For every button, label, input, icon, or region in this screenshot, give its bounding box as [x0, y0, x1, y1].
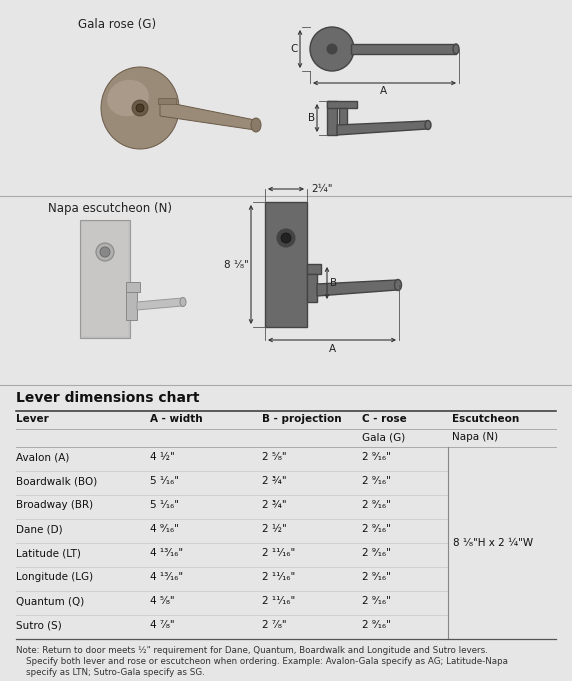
Text: 4 ¹³⁄₁₆": 4 ¹³⁄₁₆" — [150, 548, 183, 558]
Circle shape — [136, 104, 144, 112]
Text: 2¼": 2¼" — [311, 184, 332, 194]
Text: 2 ½": 2 ½" — [262, 524, 287, 534]
Text: A - width: A - width — [150, 414, 202, 424]
Text: 2 ¾": 2 ¾" — [262, 500, 287, 510]
Text: Avalon (A): Avalon (A) — [16, 452, 69, 462]
Bar — [339, 108, 347, 128]
Text: 2 ¹¹⁄₁₆": 2 ¹¹⁄₁₆" — [262, 548, 295, 558]
Text: Note: Return to door meets ½" requirement for Dane, Quantum, Boardwalk and Longi: Note: Return to door meets ½" requiremen… — [16, 646, 488, 655]
Text: Quantum (Q): Quantum (Q) — [16, 596, 84, 606]
Ellipse shape — [395, 279, 402, 291]
Ellipse shape — [101, 67, 179, 149]
Circle shape — [281, 233, 291, 243]
Text: Boardwalk (BO): Boardwalk (BO) — [16, 476, 97, 486]
Text: Dane (D): Dane (D) — [16, 524, 62, 534]
Text: Escutcheon: Escutcheon — [452, 414, 519, 424]
Bar — [158, 98, 176, 104]
Text: B: B — [330, 278, 337, 288]
Bar — [307, 274, 317, 302]
Bar — [327, 101, 337, 135]
Bar — [265, 202, 307, 327]
Text: 2 ⁹⁄₁₆": 2 ⁹⁄₁₆" — [362, 452, 391, 462]
Ellipse shape — [453, 44, 459, 54]
Circle shape — [96, 243, 114, 261]
Bar — [307, 264, 321, 274]
Text: A: A — [328, 344, 336, 354]
Text: 2 ⁹⁄₁₆": 2 ⁹⁄₁₆" — [362, 524, 391, 534]
Bar — [327, 101, 357, 108]
Text: 4 ⁷⁄₈": 4 ⁷⁄₈" — [150, 620, 174, 630]
Ellipse shape — [425, 121, 431, 129]
Text: Lever: Lever — [16, 414, 49, 424]
Circle shape — [277, 229, 295, 247]
Text: Gala (G): Gala (G) — [362, 432, 405, 442]
Text: Sutro (S): Sutro (S) — [16, 620, 62, 630]
Text: 8 ¹⁄₈"H x 2 ¼"W: 8 ¹⁄₈"H x 2 ¼"W — [453, 538, 533, 548]
Ellipse shape — [180, 298, 186, 306]
Polygon shape — [337, 121, 427, 135]
Text: 2 ⁹⁄₁₆": 2 ⁹⁄₁₆" — [362, 620, 391, 630]
Text: 4 ⁹⁄₁₆": 4 ⁹⁄₁₆" — [150, 524, 179, 534]
Text: Napa (N): Napa (N) — [452, 432, 498, 442]
Text: C: C — [291, 44, 298, 54]
Polygon shape — [317, 280, 397, 296]
Bar — [82, 222, 128, 336]
Text: Lever dimensions chart: Lever dimensions chart — [16, 391, 200, 405]
Text: C - rose: C - rose — [362, 414, 407, 424]
Text: B: B — [308, 113, 315, 123]
Text: Broadway (BR): Broadway (BR) — [16, 500, 93, 510]
Text: B - projection: B - projection — [262, 414, 341, 424]
Bar — [80, 220, 130, 338]
Text: specify as LTN; Sutro-Gala specify as SG.: specify as LTN; Sutro-Gala specify as SG… — [26, 668, 205, 677]
Text: 2 ⁹⁄₁₆": 2 ⁹⁄₁₆" — [362, 572, 391, 582]
Text: Specify both lever and rose or escutcheon when ordering. Example: Avalon-Gala sp: Specify both lever and rose or escutcheo… — [26, 657, 508, 666]
Text: 2 ¹¹⁄₁₆": 2 ¹¹⁄₁₆" — [262, 596, 295, 606]
Text: 2 ¾": 2 ¾" — [262, 476, 287, 486]
Text: 8 ¹⁄₈": 8 ¹⁄₈" — [224, 259, 249, 270]
Text: 2 ⁷⁄₈": 2 ⁷⁄₈" — [262, 620, 287, 630]
Text: 4 ⁵⁄₈": 4 ⁵⁄₈" — [150, 596, 174, 606]
Text: Latitude (LT): Latitude (LT) — [16, 548, 81, 558]
Text: Longitude (LG): Longitude (LG) — [16, 572, 93, 582]
Circle shape — [132, 100, 148, 116]
Circle shape — [310, 27, 354, 71]
Polygon shape — [137, 298, 182, 310]
Text: 4 ¹³⁄₁₆": 4 ¹³⁄₁₆" — [150, 572, 183, 582]
Text: 2 ⁹⁄₁₆": 2 ⁹⁄₁₆" — [362, 500, 391, 510]
Text: 5 ¹⁄₁₆": 5 ¹⁄₁₆" — [150, 500, 179, 510]
Bar — [351, 44, 456, 54]
Text: 2 ⁹⁄₁₆": 2 ⁹⁄₁₆" — [362, 476, 391, 486]
Bar — [126, 282, 140, 292]
Text: 2 ⁹⁄₁₆": 2 ⁹⁄₁₆" — [362, 596, 391, 606]
Polygon shape — [160, 101, 255, 130]
Ellipse shape — [251, 118, 261, 132]
Text: Gala rose (G): Gala rose (G) — [78, 18, 156, 31]
Text: Napa escutcheon (N): Napa escutcheon (N) — [48, 202, 172, 215]
Text: 5 ¹⁄₁₆": 5 ¹⁄₁₆" — [150, 476, 179, 486]
Circle shape — [327, 44, 337, 54]
Text: 2 ⁹⁄₁₆": 2 ⁹⁄₁₆" — [362, 548, 391, 558]
Text: 2 ⁵⁄₈": 2 ⁵⁄₈" — [262, 452, 287, 462]
Ellipse shape — [107, 80, 149, 116]
Text: 4 ½": 4 ½" — [150, 452, 175, 462]
Bar — [126, 292, 137, 320]
Text: 2 ¹¹⁄₁₆": 2 ¹¹⁄₁₆" — [262, 572, 295, 582]
Circle shape — [100, 247, 110, 257]
Text: A: A — [379, 86, 387, 96]
